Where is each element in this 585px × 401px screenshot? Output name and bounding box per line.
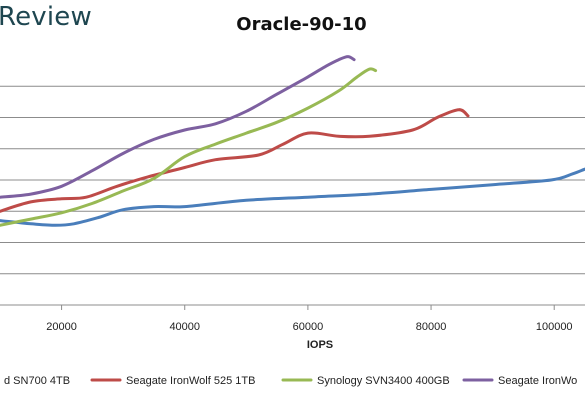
x-tick-label: 20000 <box>46 321 77 333</box>
chart-title: Oracle-90-10 <box>236 14 367 35</box>
legend-label-1: d SN700 4TB <box>4 375 70 387</box>
series-line-3 <box>0 67 378 227</box>
legend-label-4: Seagate IronWo <box>498 375 577 387</box>
x-tick-label: 80000 <box>416 321 447 333</box>
x-tick-label: 40000 <box>169 321 200 333</box>
series-line-1 <box>0 167 585 227</box>
series-line-4 <box>0 55 356 199</box>
site-logo-text: Review <box>0 2 92 32</box>
x-tick-label: 60000 <box>293 321 324 333</box>
x-tick-label: 100000 <box>536 321 573 333</box>
legend-label-2: Seagate IronWolf 525 1TB <box>126 375 255 387</box>
x-axis-label: IOPS <box>307 339 333 351</box>
legend-label-3: Synology SVN3400 400GB <box>317 375 450 387</box>
series-line-2 <box>0 108 470 213</box>
